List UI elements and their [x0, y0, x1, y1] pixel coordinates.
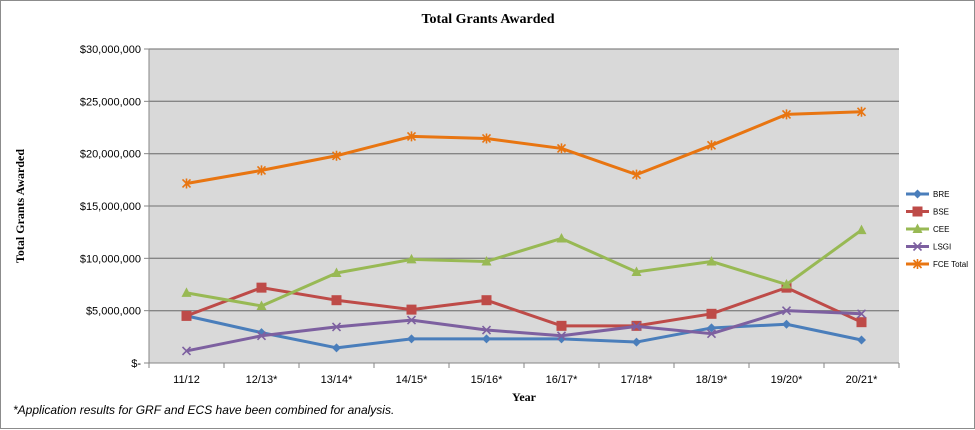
series-line [186, 110, 862, 185]
star-marker [481, 133, 492, 144]
x-marker [912, 241, 923, 252]
triangle-marker [481, 255, 492, 266]
legend-label: FCE Total [933, 260, 968, 269]
legend-label: LSGI [933, 243, 951, 252]
triangle-marker [631, 266, 642, 276]
star-marker [856, 106, 867, 117]
x-marker [331, 322, 342, 332]
x-tick-label: 14/15* [396, 374, 429, 386]
star-marker [181, 178, 192, 189]
triangle-marker [406, 253, 417, 264]
y-tick-label: $15,000,000 [80, 201, 141, 213]
diamond-marker [913, 189, 922, 199]
star-marker [631, 169, 642, 180]
legend-item: CEE [906, 223, 949, 234]
legend-item: FCE Total [906, 259, 968, 269]
triangle-marker [556, 232, 567, 243]
diamond-marker [707, 323, 716, 333]
x-tick-label: 19/20* [771, 374, 804, 386]
triangle-marker [912, 223, 923, 233]
star-marker [256, 165, 267, 176]
triangle-marker [706, 255, 717, 266]
star-marker [706, 140, 717, 151]
series-fce-total [181, 106, 867, 189]
square-marker [706, 308, 717, 319]
diamond-marker [407, 334, 416, 344]
legend-label: BSE [933, 208, 949, 217]
x-tick-label: 17/18* [621, 374, 654, 386]
star-marker [556, 143, 567, 154]
x-marker [631, 321, 642, 331]
triangle-marker [181, 287, 192, 297]
y-tick-label: $25,000,000 [80, 96, 141, 108]
star-marker [406, 131, 417, 142]
square-marker [556, 320, 567, 331]
legend-label: BRE [933, 190, 949, 199]
diamond-marker [857, 335, 866, 345]
x-marker [781, 306, 792, 316]
y-tick-label: $5,000,000 [86, 306, 141, 318]
triangle-marker [331, 267, 342, 277]
triangle-marker [781, 279, 792, 289]
square-marker [256, 282, 267, 293]
diamond-marker [632, 337, 641, 347]
x-tick-label: 20/21* [846, 374, 879, 386]
series-line [185, 286, 863, 328]
square-marker [912, 206, 923, 217]
x-tick-label: 16/17* [546, 374, 579, 386]
series-cee [181, 224, 867, 310]
x-marker [856, 309, 867, 319]
x-marker [406, 315, 417, 325]
y-tick-label: $- [131, 358, 141, 370]
x-tick-label: 12/13* [246, 374, 279, 386]
y-tick-label: $20,000,000 [80, 149, 141, 161]
series-lsgi [181, 306, 867, 356]
star-marker [331, 150, 342, 161]
x-marker [181, 346, 192, 356]
series-line [186, 228, 863, 308]
x-tick-label: 13/14* [321, 374, 354, 386]
diamond-marker [332, 343, 341, 353]
diamond-marker [482, 334, 491, 344]
x-axis-label: Year [512, 390, 537, 404]
square-marker [406, 304, 417, 315]
series-line [186, 309, 862, 353]
square-marker [331, 295, 342, 306]
triangle-marker [256, 300, 267, 310]
x-marker [706, 329, 717, 339]
x-tick-label: 18/19* [696, 374, 729, 386]
y-tick-label: $30,000,000 [80, 44, 141, 56]
legend-label: CEE [933, 225, 949, 234]
chart-title: Total Grants Awarded [421, 12, 554, 27]
triangle-marker [856, 224, 867, 235]
series-line [186, 314, 862, 350]
star-marker [912, 259, 923, 269]
legend-item: BRE [906, 189, 949, 199]
square-marker [181, 310, 192, 321]
x-tick-label: 11/12 [173, 374, 200, 386]
legend-item: BSE [906, 206, 949, 217]
footnote: *Application results for GRF and ECS hav… [13, 403, 395, 417]
diamond-marker [782, 319, 791, 329]
y-tick-label: $10,000,000 [80, 253, 141, 265]
x-marker [256, 331, 267, 341]
x-marker [481, 325, 492, 335]
y-axis-label: Total Grants Awarded [13, 149, 27, 263]
star-marker [781, 109, 792, 120]
square-marker [856, 317, 867, 328]
x-tick-label: 15/16* [471, 374, 504, 386]
legend-item: LSGI [906, 241, 951, 252]
square-marker [481, 295, 492, 306]
x-marker [556, 331, 567, 341]
